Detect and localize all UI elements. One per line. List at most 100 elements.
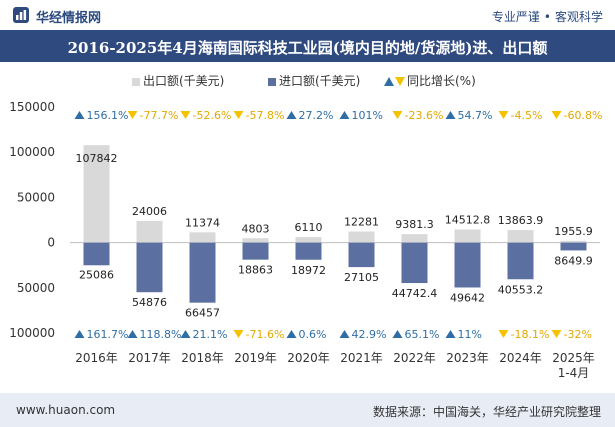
export-bar [295, 237, 322, 243]
import-value-label: 49642 [450, 291, 485, 304]
legend-export: 出口额(千美元) [132, 72, 224, 89]
tagline-right: 客观科学 [554, 10, 603, 24]
growth-up-icon [339, 111, 350, 119]
import-bar [136, 242, 163, 293]
growth-up-icon [286, 330, 297, 338]
top-bar: 华经情报网 专业严谨 • 客观科学 [0, 0, 615, 30]
import-growth-label: 11% [458, 328, 482, 341]
import-bar [401, 242, 428, 284]
growth-down-icon [233, 111, 244, 119]
import-growth-label: -18.1% [511, 328, 550, 341]
export-bar [348, 231, 375, 243]
legend-growth: 同比增长(%) [384, 72, 476, 89]
growth-down-icon [551, 330, 562, 338]
x-category-label: 2021年 [340, 351, 383, 365]
import-value-label: 18863 [238, 264, 273, 277]
import-growth-label: 161.7% [87, 328, 129, 341]
export-bar [242, 238, 269, 243]
export-growth-label: -57.8% [246, 109, 285, 122]
growth-down-icon [180, 111, 191, 119]
legend: 出口额(千美元) 进口额(千美元) 同比增长(%) [0, 72, 615, 90]
export-bar [560, 240, 587, 243]
chart-title: 2016-2025年4月海南国际科技工业园(境内目的地/货源地)进、出口额 [67, 39, 548, 57]
import-growth-label: 42.9% [352, 328, 387, 341]
brand-name: 华经情报网 [36, 11, 102, 26]
growth-down-icon [233, 330, 244, 338]
growth-down-icon [498, 111, 509, 119]
logo-icon [13, 7, 29, 23]
export-value-label: 4803 [242, 222, 270, 235]
export-growth-label: 101% [352, 109, 383, 122]
x-category-label: 2024年 [499, 351, 542, 365]
export-growth-label: -4.5% [511, 109, 543, 122]
import-growth-label: -32% [564, 328, 592, 341]
import-value-label: 54876 [132, 296, 167, 309]
y-tick-label: 100000 [9, 145, 55, 159]
export-value-label: 1955.9 [554, 225, 593, 238]
growth-up-icon [445, 330, 456, 338]
export-growth-label: 54.7% [458, 109, 493, 122]
export-value-label: 14512.8 [445, 213, 491, 226]
y-tick-label: 50000 [17, 190, 55, 204]
export-growth-label: -52.6% [193, 109, 232, 122]
export-bar [507, 230, 534, 243]
import-growth-label: 118.8% [140, 328, 182, 341]
export-growth-label: -23.6% [405, 109, 444, 122]
growth-up-icon [180, 330, 191, 338]
x-category-label: 2022年 [393, 351, 436, 365]
x-category-label: 2019年 [234, 351, 277, 365]
tagline-left: 专业严谨 [491, 10, 540, 24]
triangle-down-icon [395, 77, 405, 86]
import-bar [348, 242, 375, 268]
export-bar [136, 220, 163, 243]
import-bar [242, 242, 269, 260]
export-growth-label: -77.7% [140, 109, 179, 122]
import-bar [454, 242, 481, 288]
import-value-label: 8649.9 [554, 254, 593, 267]
export-value-label: 107842 [76, 152, 118, 165]
import-swatch [268, 77, 276, 86]
export-value-label: 6110 [295, 221, 323, 234]
growth-up-icon [74, 330, 85, 338]
export-value-label: 11374 [185, 216, 220, 229]
growth-down-icon [551, 111, 562, 119]
import-bar [560, 242, 587, 251]
footer-source: 数据来源：中国海关，华经产业研究院整理 [372, 405, 601, 419]
export-value-label: 13863.9 [498, 214, 544, 227]
growth-down-icon [498, 330, 509, 338]
export-bar [454, 229, 481, 243]
growth-up-icon [286, 111, 297, 119]
import-value-label: 44742.4 [392, 287, 438, 300]
tagline: 专业严谨 • 客观科学 [492, 8, 603, 25]
x-category-label: 2023年 [446, 351, 489, 365]
y-tick-label: 150000 [9, 100, 55, 114]
import-growth-label: 0.6% [299, 328, 327, 341]
import-bar [189, 242, 216, 303]
export-value-label: 12281 [344, 215, 379, 228]
export-bar [83, 145, 110, 243]
growth-up-icon [445, 111, 456, 119]
x-category-label: 2020年 [287, 351, 330, 365]
x-category-label: 1-4月 [558, 366, 590, 380]
export-growth-label: 156.1% [87, 109, 129, 122]
import-value-label: 18972 [291, 264, 326, 277]
growth-up-icon [74, 111, 85, 119]
import-bar [83, 242, 110, 266]
footer-bar [0, 393, 615, 427]
import-value-label: 40553.2 [498, 283, 544, 296]
legend-export-label: 出口额(千美元) [143, 74, 225, 88]
growth-up-icon [127, 330, 138, 338]
y-tick-label: 0 [47, 236, 55, 250]
export-growth-label: -60.8% [564, 109, 603, 122]
growth-up-icon [392, 330, 403, 338]
growth-down-icon [127, 111, 138, 119]
import-bar [295, 242, 322, 260]
x-category-label: 2017年 [128, 351, 171, 365]
triangle-up-icon [384, 77, 394, 86]
export-growth-label: 27.2% [299, 109, 334, 122]
export-swatch [132, 77, 140, 86]
x-category-label: 2025年 [552, 351, 595, 365]
import-growth-label: -71.6% [246, 328, 285, 341]
export-value-label: 24006 [132, 205, 167, 218]
